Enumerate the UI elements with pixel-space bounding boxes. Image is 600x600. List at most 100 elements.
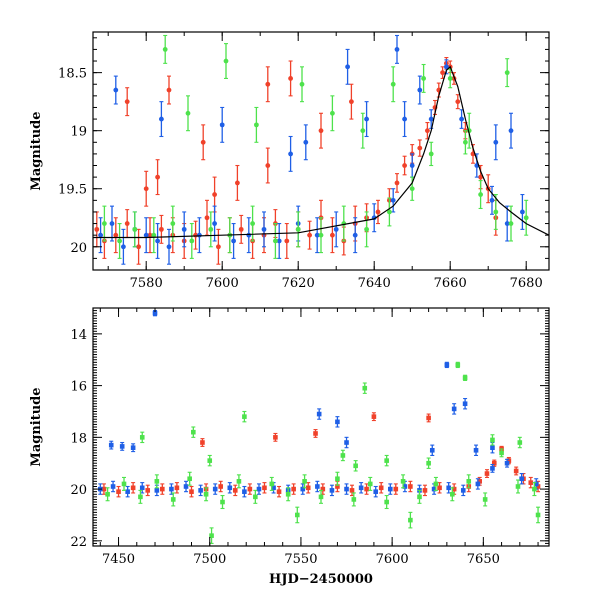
y-axis-title: Magnitude bbox=[29, 387, 44, 466]
data-point bbox=[109, 205, 115, 242]
data-point bbox=[254, 106, 259, 143]
data-point bbox=[130, 443, 136, 453]
data-point bbox=[373, 485, 379, 498]
data-point bbox=[227, 482, 233, 494]
data-point bbox=[189, 485, 194, 498]
data-point bbox=[314, 217, 320, 254]
data-point bbox=[183, 480, 189, 493]
data-point bbox=[484, 469, 490, 478]
data-point bbox=[242, 485, 247, 498]
data-point bbox=[170, 205, 176, 242]
data-point bbox=[125, 485, 130, 498]
data-point bbox=[288, 135, 293, 172]
data-point bbox=[446, 482, 451, 494]
data-point bbox=[535, 506, 541, 524]
data-point bbox=[316, 408, 322, 420]
data-point bbox=[154, 474, 160, 489]
data-point bbox=[303, 124, 309, 161]
data-point bbox=[250, 205, 256, 242]
data-point bbox=[121, 476, 127, 491]
data-point bbox=[151, 217, 157, 254]
data-point bbox=[409, 176, 415, 201]
data-point bbox=[475, 478, 481, 490]
data-point bbox=[451, 403, 457, 415]
data-point bbox=[426, 413, 431, 423]
data-point bbox=[349, 83, 354, 120]
x-tick-label: 7620 bbox=[282, 276, 315, 291]
data-point bbox=[493, 124, 499, 161]
data-point bbox=[212, 483, 218, 495]
data-point bbox=[335, 471, 340, 486]
data-point bbox=[145, 484, 151, 497]
data-point bbox=[209, 527, 214, 544]
data-point bbox=[333, 211, 339, 248]
data-point bbox=[102, 205, 107, 242]
data-point bbox=[515, 479, 521, 494]
data-point bbox=[460, 484, 466, 497]
data-point bbox=[450, 487, 455, 502]
data-point bbox=[113, 217, 119, 254]
plot-frame bbox=[92, 31, 550, 271]
plot-frame bbox=[92, 307, 550, 547]
y-tick-label: 19.5 bbox=[58, 183, 87, 198]
data-point bbox=[504, 458, 510, 468]
x-tick-label: 7500 bbox=[193, 552, 226, 567]
data-point bbox=[295, 211, 301, 248]
data-point bbox=[261, 211, 267, 248]
data-point bbox=[105, 487, 110, 502]
data-point bbox=[478, 180, 483, 210]
data-point bbox=[285, 487, 291, 502]
data-point bbox=[513, 466, 519, 476]
y-tick-label: 16 bbox=[70, 380, 87, 395]
data-point bbox=[315, 480, 320, 493]
x-tick-label: 7600 bbox=[376, 552, 409, 567]
data-point bbox=[159, 214, 164, 244]
data-point bbox=[300, 483, 306, 495]
data-point bbox=[508, 112, 514, 149]
data-point bbox=[138, 489, 143, 504]
x-tick-label: 7650 bbox=[467, 552, 500, 567]
data-point bbox=[364, 211, 369, 248]
data-point bbox=[422, 484, 428, 497]
data-point bbox=[384, 495, 389, 510]
series-green bbox=[105, 361, 541, 544]
data-point bbox=[417, 139, 423, 157]
data-point bbox=[335, 416, 340, 428]
data-point bbox=[132, 211, 138, 248]
data-point bbox=[429, 444, 435, 457]
data-point bbox=[362, 382, 368, 394]
data-point bbox=[187, 471, 192, 486]
data-point bbox=[170, 492, 176, 507]
data-point bbox=[160, 483, 165, 495]
data-point bbox=[113, 75, 119, 105]
data-point bbox=[345, 48, 350, 85]
data-point bbox=[299, 66, 305, 103]
data-point bbox=[117, 223, 122, 259]
data-point bbox=[519, 473, 524, 485]
data-point bbox=[428, 141, 434, 167]
x-tick-label: 7580 bbox=[130, 276, 163, 291]
x-axis-title: HJD−2450000 bbox=[269, 572, 373, 587]
data-point bbox=[367, 476, 373, 491]
bottom-panel: 7450 7500 7550 7600 7650 14 16 18 20 22 Magnitude H… bbox=[29, 307, 550, 587]
data-point bbox=[463, 130, 468, 155]
data-point bbox=[294, 506, 300, 524]
data-point bbox=[223, 43, 229, 79]
data-point bbox=[351, 492, 357, 507]
data-point bbox=[462, 397, 468, 410]
data-point bbox=[208, 211, 214, 248]
x-tick-label: 7640 bbox=[358, 276, 391, 291]
data-point bbox=[284, 223, 290, 259]
data-point bbox=[197, 217, 202, 254]
y-axis-title: Magnitude bbox=[29, 111, 44, 190]
data-point bbox=[236, 474, 242, 489]
data-point bbox=[523, 199, 529, 236]
data-point bbox=[437, 482, 442, 494]
data-point bbox=[207, 454, 213, 467]
data-point bbox=[189, 223, 195, 259]
data-point bbox=[276, 223, 282, 259]
data-point bbox=[121, 228, 126, 265]
data-point bbox=[155, 223, 161, 259]
data-point bbox=[400, 474, 406, 489]
